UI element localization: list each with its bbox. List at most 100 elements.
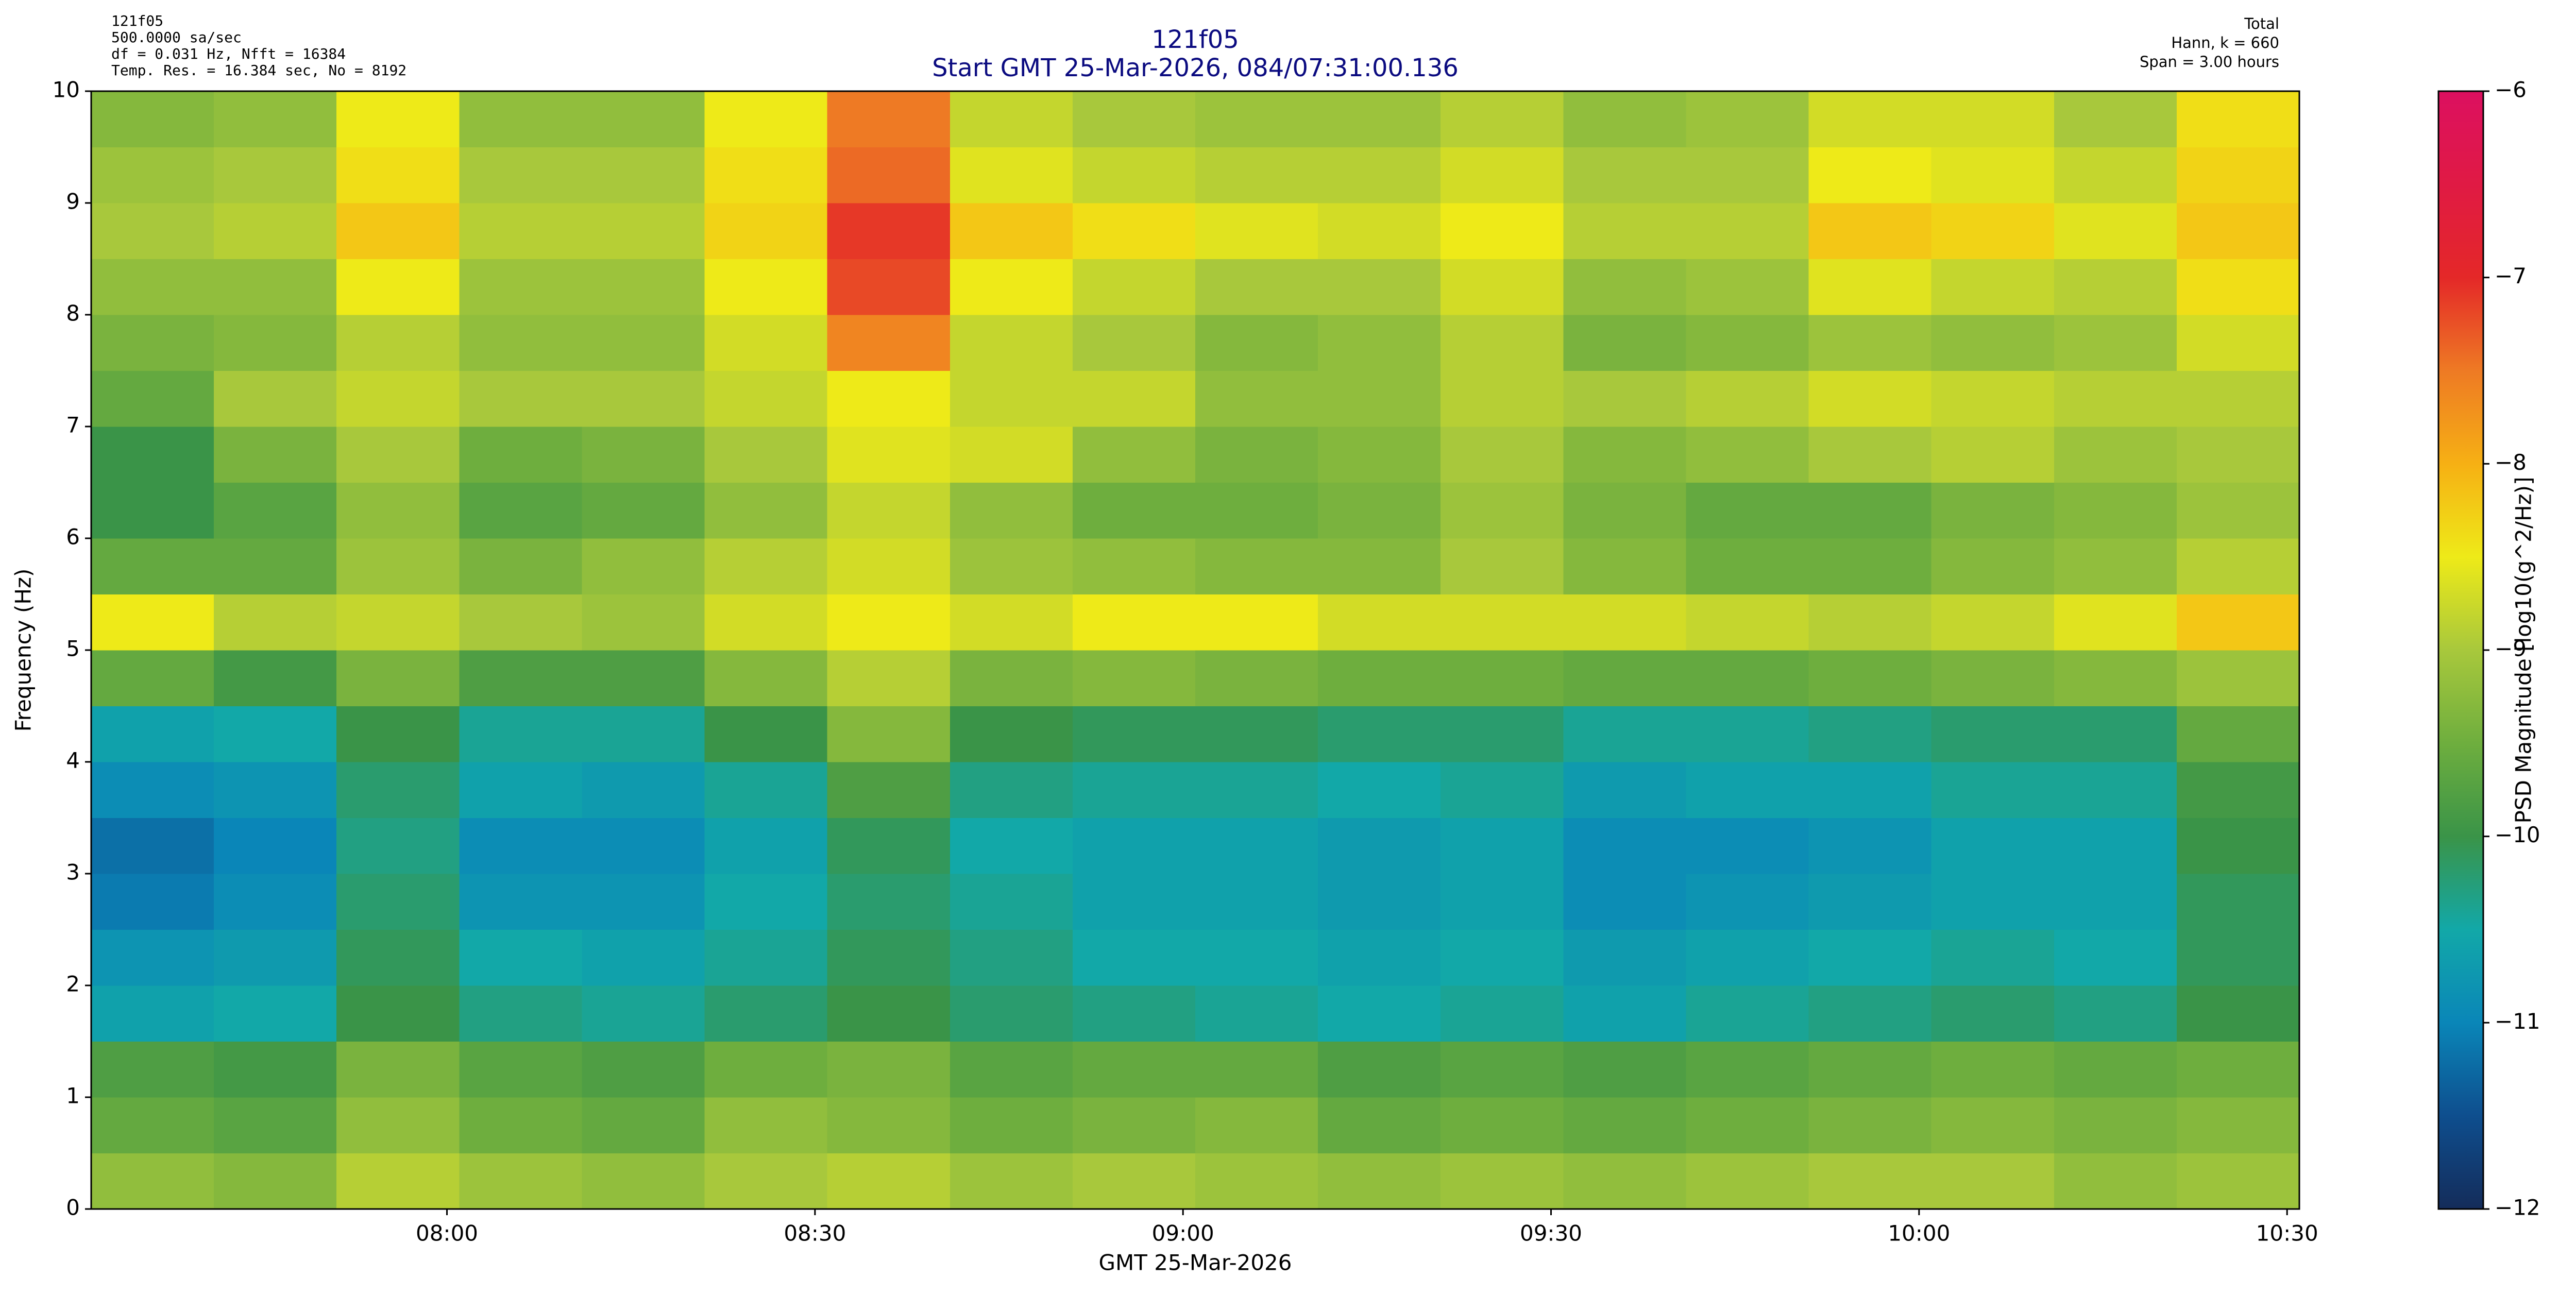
heatmap-cell bbox=[1072, 91, 1196, 147]
heatmap-cell bbox=[1686, 370, 1809, 427]
heatmap-cell bbox=[827, 985, 951, 1042]
heatmap-cell bbox=[2054, 147, 2177, 203]
heatmap-cell bbox=[2054, 762, 2177, 818]
heatmap-cell bbox=[827, 482, 951, 539]
heatmap-cell bbox=[459, 985, 582, 1042]
heatmap-cell bbox=[459, 315, 582, 371]
heatmap-cell bbox=[459, 482, 582, 539]
heatmap-cell bbox=[91, 203, 214, 259]
y-tick-label: 1 bbox=[66, 1083, 80, 1109]
heatmap-cell bbox=[214, 929, 337, 986]
heatmap-cell bbox=[1686, 315, 1809, 371]
heatmap-cell bbox=[336, 538, 460, 594]
heatmap-cell bbox=[827, 1153, 951, 1210]
heatmap-cell bbox=[2054, 985, 2177, 1042]
heatmap-cell bbox=[2176, 818, 2300, 874]
heatmap-cell bbox=[1931, 427, 2055, 483]
heatmap-cell bbox=[214, 762, 337, 818]
heatmap-cell bbox=[2176, 259, 2300, 315]
heatmap-cell bbox=[2054, 538, 2177, 594]
heatmap-cell bbox=[1318, 1153, 1441, 1210]
heatmap-cell bbox=[91, 1041, 214, 1098]
colorbar-tick-label: −9 bbox=[2495, 636, 2527, 661]
heatmap-cell bbox=[827, 706, 951, 762]
heatmap-cell bbox=[336, 370, 460, 427]
heatmap-cell bbox=[214, 650, 337, 706]
heatmap-cell bbox=[1686, 874, 1809, 930]
heatmap-cell bbox=[214, 1153, 337, 1210]
heatmap-cell bbox=[336, 91, 460, 147]
heatmap-cell bbox=[336, 985, 460, 1042]
heatmap-cell bbox=[1686, 427, 1809, 483]
heatmap-cell bbox=[827, 259, 951, 315]
heatmap-cell bbox=[950, 762, 1073, 818]
heatmap-cell bbox=[1686, 818, 1809, 874]
heatmap-cell bbox=[1931, 370, 2055, 427]
heatmap-cell bbox=[459, 147, 582, 203]
heatmap-cell bbox=[1563, 259, 1686, 315]
heatmap-cell bbox=[1195, 594, 1318, 651]
heatmap-cell bbox=[91, 1153, 214, 1210]
heatmap-cell bbox=[950, 259, 1073, 315]
heatmap-cell bbox=[1686, 985, 1809, 1042]
heatmap-cell bbox=[1563, 482, 1686, 539]
heatmap-cell bbox=[2054, 1041, 2177, 1098]
heatmap-cell bbox=[1195, 147, 1318, 203]
heatmap-cell bbox=[1072, 259, 1196, 315]
heatmap-cell bbox=[582, 594, 705, 651]
heatmap-cell bbox=[950, 594, 1073, 651]
x-tick-label: 08:30 bbox=[784, 1221, 846, 1246]
heatmap-cell bbox=[214, 538, 337, 594]
heatmap-cell bbox=[1195, 427, 1318, 483]
heatmap-cell bbox=[1686, 1153, 1809, 1210]
heatmap-cell bbox=[91, 874, 214, 930]
heatmap-cell bbox=[704, 762, 828, 818]
heatmap-cell bbox=[1563, 929, 1686, 986]
header-left-line: df = 0.031 Hz, Nfft = 16384 bbox=[111, 45, 346, 62]
heatmap-cell bbox=[1072, 147, 1196, 203]
heatmap-cell bbox=[214, 203, 337, 259]
heatmap-cell bbox=[582, 650, 705, 706]
heatmap-cell bbox=[704, 818, 828, 874]
x-axis-label: GMT 25-Mar-2026 bbox=[1099, 1250, 1292, 1275]
heatmap-cell bbox=[1318, 315, 1441, 371]
heatmap-cell bbox=[459, 650, 582, 706]
heatmap-cell bbox=[950, 818, 1073, 874]
heatmap-cell bbox=[827, 1041, 951, 1098]
heatmap-cell bbox=[459, 818, 582, 874]
heatmap-cell bbox=[1072, 315, 1196, 371]
colorbar-tick-label: −6 bbox=[2495, 77, 2527, 103]
heatmap-cell bbox=[91, 427, 214, 483]
heatmap-cell bbox=[1563, 538, 1686, 594]
heatmap-cell bbox=[950, 1097, 1073, 1153]
heatmap-cell bbox=[1563, 370, 1686, 427]
heatmap-cell bbox=[1318, 427, 1441, 483]
heatmap-cell bbox=[91, 482, 214, 539]
heatmap-cell bbox=[1931, 482, 2055, 539]
heatmap-cell bbox=[2054, 427, 2177, 483]
y-tick-label: 6 bbox=[66, 524, 80, 550]
heatmap-cell bbox=[827, 762, 951, 818]
y-tick-label: 5 bbox=[66, 636, 80, 661]
heatmap-cell bbox=[1440, 1041, 1564, 1098]
heatmap-cell bbox=[459, 203, 582, 259]
heatmap-cell bbox=[1318, 1041, 1441, 1098]
heatmap-cell bbox=[336, 315, 460, 371]
heatmap-cell bbox=[704, 147, 828, 203]
heatmap-cell bbox=[1686, 147, 1809, 203]
heatmap-cell bbox=[1686, 929, 1809, 986]
heatmap-cell bbox=[1440, 91, 1564, 147]
heatmap-cell bbox=[950, 985, 1073, 1042]
heatmap-cell bbox=[336, 762, 460, 818]
heatmap-cell bbox=[214, 482, 337, 539]
heatmap-cell bbox=[704, 203, 828, 259]
heatmap-cell bbox=[950, 538, 1073, 594]
heatmap-cell bbox=[1563, 147, 1686, 203]
heatmap-cell bbox=[459, 538, 582, 594]
heatmap-cell bbox=[1072, 482, 1196, 539]
heatmap-cell bbox=[214, 91, 337, 147]
heatmap-cell bbox=[91, 706, 214, 762]
heatmap-cell bbox=[91, 91, 214, 147]
heatmap-cell bbox=[2054, 315, 2177, 371]
